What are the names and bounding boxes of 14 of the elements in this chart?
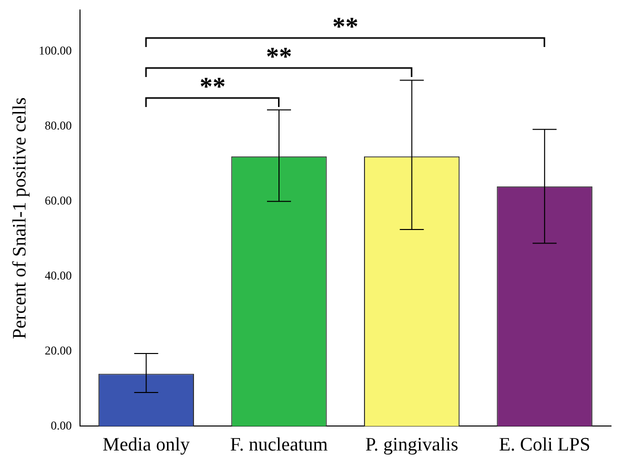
x-tick-label: P. gingivalis bbox=[365, 434, 458, 456]
y-axis-title: Percent of Snail-1 positive cells bbox=[9, 97, 30, 340]
x-tick-label: E. Coli LPS bbox=[498, 434, 590, 456]
annotation: ** bbox=[200, 72, 226, 102]
y-tick-label: 100.00 bbox=[38, 44, 72, 58]
y-tick-label: 40.00 bbox=[44, 268, 72, 282]
annotation: ** bbox=[332, 12, 358, 42]
x-tick-label: F. nucleatum bbox=[230, 434, 328, 456]
annotation: ** bbox=[266, 42, 292, 72]
y-tick-label: 0.00 bbox=[50, 418, 72, 432]
y-tick-label: 20.00 bbox=[44, 343, 72, 358]
y-tick-label: 60.00 bbox=[44, 193, 72, 208]
x-tick-label: Media only bbox=[102, 434, 190, 456]
y-tick-label: 80.00 bbox=[44, 118, 72, 133]
